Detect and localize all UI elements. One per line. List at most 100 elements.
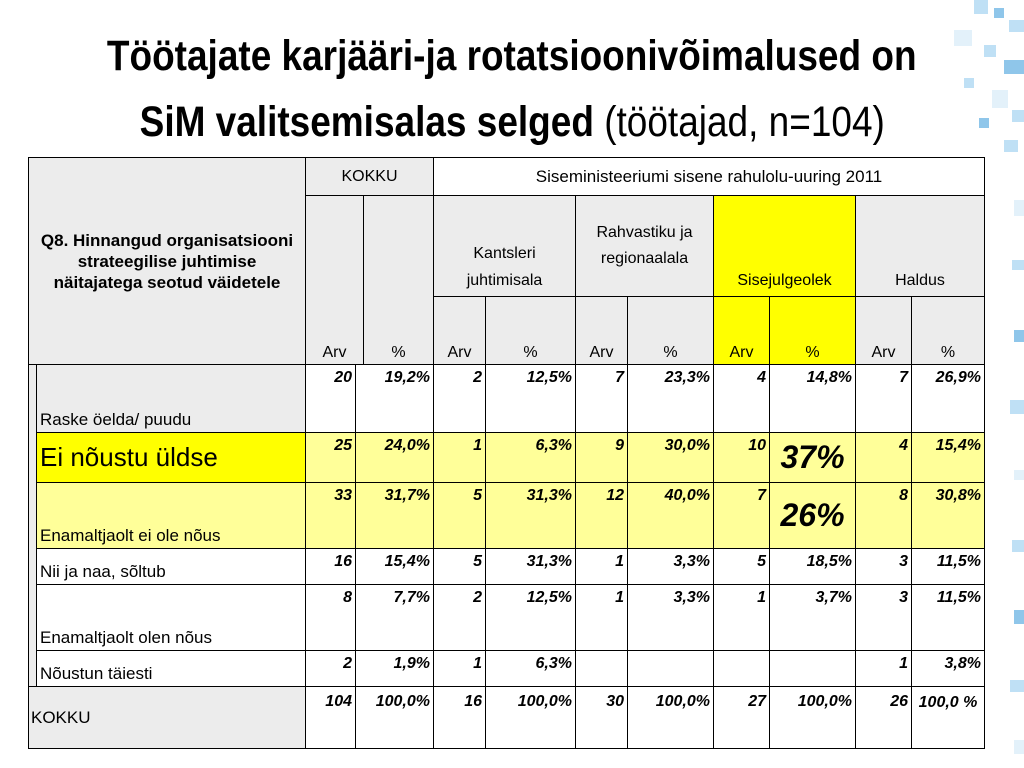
title-line-1: Töötajate karjääri-ja rotatsioonivõimalu… (107, 32, 917, 80)
table-cell (713, 650, 770, 687)
title-line-2-bold: SiM valitsemisalas selged (139, 98, 594, 146)
table-cell: 23,3% (627, 364, 714, 433)
sub-header-arv: Arv (855, 295, 912, 366)
survey-table: Q8. Hinnangud organisatsiooni strateegil… (28, 157, 985, 749)
total-cell: 100,0% (627, 686, 714, 749)
table-cell: 15,4% (911, 432, 985, 483)
row-label: Enamaltjaolt ei ole nõus (36, 482, 306, 549)
table-cell: 4 (855, 432, 912, 483)
table-cell: 11,5% (911, 548, 985, 585)
row-label: Ei nõustu üldse (36, 432, 306, 483)
total-row: KOKKU 104 100,0% 16 100,0% 30 100,0% 27 100,0% 26… (28, 686, 985, 749)
table-cell: 31,3% (485, 482, 576, 549)
table-cell (575, 650, 628, 687)
table-cell: 1,9% (355, 650, 434, 687)
table-row: Enamaltjaolt ei ole nõus 33 31,7% 5 31,3% 12 4… (29, 482, 985, 549)
kokku-header: KOKKU (305, 157, 434, 196)
kokku-arv-header: Arv (322, 344, 347, 361)
table-cell: 31,7% (355, 482, 434, 549)
group-header-kantsleri: Kantsleri juhtimisala (433, 195, 576, 297)
title-line-2: SiM valitsemisalas selged (töötajad, n=1… (139, 94, 884, 150)
group-header-rahvastiku: Rahvastiku ja regionaalala (575, 195, 714, 297)
table-cell: 1 (575, 584, 628, 651)
table-cell: 30,8% (911, 482, 985, 549)
table-cell: 3,7% (769, 584, 856, 651)
table-cell (627, 650, 714, 687)
header-row-3: Arv% Arv% Arv% Arv% (29, 295, 985, 366)
table-cell: 4 (713, 364, 770, 433)
column-divider (363, 196, 364, 364)
table-cell: 1 (855, 650, 912, 687)
table-row: Ei nõustu üldse 25 24,0% 1 6,3% 9 30,0% 10 37% 4 1… (29, 432, 985, 483)
table-cell: 26% (769, 482, 856, 549)
table-cell: 31,3% (485, 548, 576, 585)
sub-header-pct: % (627, 295, 714, 366)
total-cell: 100,0% (769, 686, 856, 749)
table-cell: 5 (433, 482, 486, 549)
table-cell: 2 (433, 584, 486, 651)
table-cell: 8 (855, 482, 912, 549)
table-cell: 7 (855, 364, 912, 433)
table-cell: 24,0% (355, 432, 434, 483)
table-cell: 14,8% (769, 364, 856, 433)
table-row: Nii ja naa, sõltub 16 15,4% 5 31,3% 1 3,3% 5 18,… (29, 548, 985, 585)
sub-header-arv: Arv (575, 295, 628, 366)
table-cell: 12,5% (485, 364, 576, 433)
total-cell: 100,0 % (911, 686, 985, 749)
table-cell (769, 650, 856, 687)
total-label: KOKKU (28, 686, 306, 749)
table-cell: 3 (855, 584, 912, 651)
sub-header-pct: % (485, 295, 576, 366)
table-cell: 2 (305, 650, 356, 687)
table-cell: 40,0% (627, 482, 714, 549)
total-cell: 27 (713, 686, 770, 749)
total-cell: 26 (855, 686, 912, 749)
table-cell: 3,3% (627, 548, 714, 585)
table-cell: 18,5% (769, 548, 856, 585)
table-cell: 26,9% (911, 364, 985, 433)
total-cell: 104 (305, 686, 356, 749)
question-header: Q8. Hinnangud organisatsiooni strateegil… (28, 157, 306, 365)
row-label: Nõustun täiesti (36, 650, 306, 687)
total-cell: 100,0% (485, 686, 576, 749)
table-row: Nõustun täiesti 2 1,9% 1 6,3% 1 3,8% (29, 650, 985, 687)
sub-header-pct: % (911, 295, 985, 366)
table-cell: 25 (305, 432, 356, 483)
sub-header-arv: Arv (713, 295, 770, 366)
table-cell: 1 (575, 548, 628, 585)
group-header-sisejulgeolek: Sisejulgeolek (713, 195, 856, 297)
table-cell: 33 (305, 482, 356, 549)
group-header-haldus: Haldus (855, 195, 985, 297)
table-cell: 12,5% (485, 584, 576, 651)
total-cell: 16 (433, 686, 486, 749)
table-cell: 9 (575, 432, 628, 483)
table-row: Raske öelda/ puudu 20 19,2% 2 12,5% 7 23,3% 4 14… (28, 364, 985, 687)
table-cell: 1 (713, 584, 770, 651)
slide-title: Töötajate karjääri-ja rotatsioonivõimalu… (0, 28, 1024, 160)
row-label: Enamaltjaolt olen nõus (36, 584, 306, 651)
table-cell: 37% (769, 432, 856, 483)
table-cell: 3,8% (911, 650, 985, 687)
table-cell: 7,7% (355, 584, 434, 651)
header-row-2: Arv % Kantsleri juhtimisala Rahvastiku j… (29, 195, 985, 365)
title-line-2-normal: (töötajad, n=104) (593, 98, 885, 146)
table-cell: 16 (305, 548, 356, 585)
table-cell: 15,4% (355, 548, 434, 585)
table-cell: 20 (305, 364, 356, 433)
sub-header-pct: % (769, 295, 856, 366)
table-cell: 7 (713, 482, 770, 549)
table-cell: 2 (433, 364, 486, 433)
header-row-1: Q8. Hinnangud organisatsiooni strateegil… (28, 157, 985, 365)
table-cell: 6,3% (485, 650, 576, 687)
table-cell: 1 (433, 650, 486, 687)
table-cell: 3,3% (627, 584, 714, 651)
table-cell: 8 (305, 584, 356, 651)
survey-header: Siseministeeriumi sisene rahulolu-uuring… (433, 157, 985, 196)
table-cell: 12 (575, 482, 628, 549)
table-cell: 6,3% (485, 432, 576, 483)
kokku-pct-header: % (391, 344, 406, 361)
total-cell: 30 (575, 686, 628, 749)
table-cell: 30,0% (627, 432, 714, 483)
row-group-gutter (28, 364, 37, 687)
table-cell: 11,5% (911, 584, 985, 651)
